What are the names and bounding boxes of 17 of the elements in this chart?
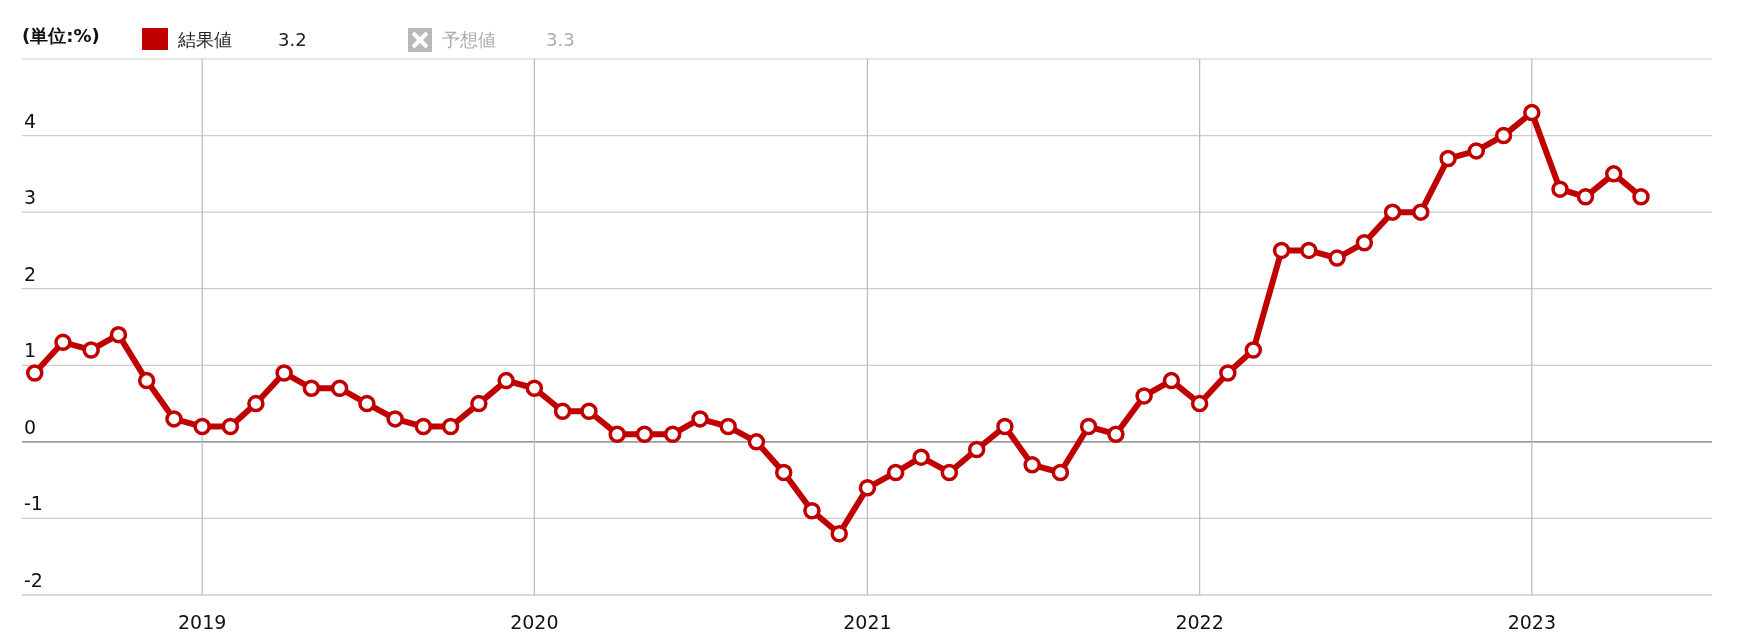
text: 予想値 — [442, 29, 496, 50]
legend-label: 結果値 — [177, 29, 232, 50]
y-tick-label: -2 — [24, 569, 43, 591]
y-tick-label: 4 — [24, 109, 37, 132]
text: 3.2 — [278, 29, 307, 50]
y-tick-label: -1 — [24, 492, 43, 515]
text: 3.3 — [546, 29, 575, 50]
x-tick-label: 2022 — [1175, 611, 1224, 633]
y-tick-label: 2 — [24, 262, 37, 285]
y-tick-label: 0 — [24, 415, 37, 438]
x-tick-label: 2023 — [1507, 611, 1556, 633]
y-tick-label: 3 — [24, 186, 37, 209]
x-tick-label: 2020 — [510, 611, 559, 633]
y-tick-label: 1 — [24, 339, 37, 362]
x-tick-label: 2019 — [178, 611, 227, 633]
y-axis-title: (単位:%) — [22, 25, 100, 46]
x-tick-label: 2021 — [843, 611, 892, 633]
